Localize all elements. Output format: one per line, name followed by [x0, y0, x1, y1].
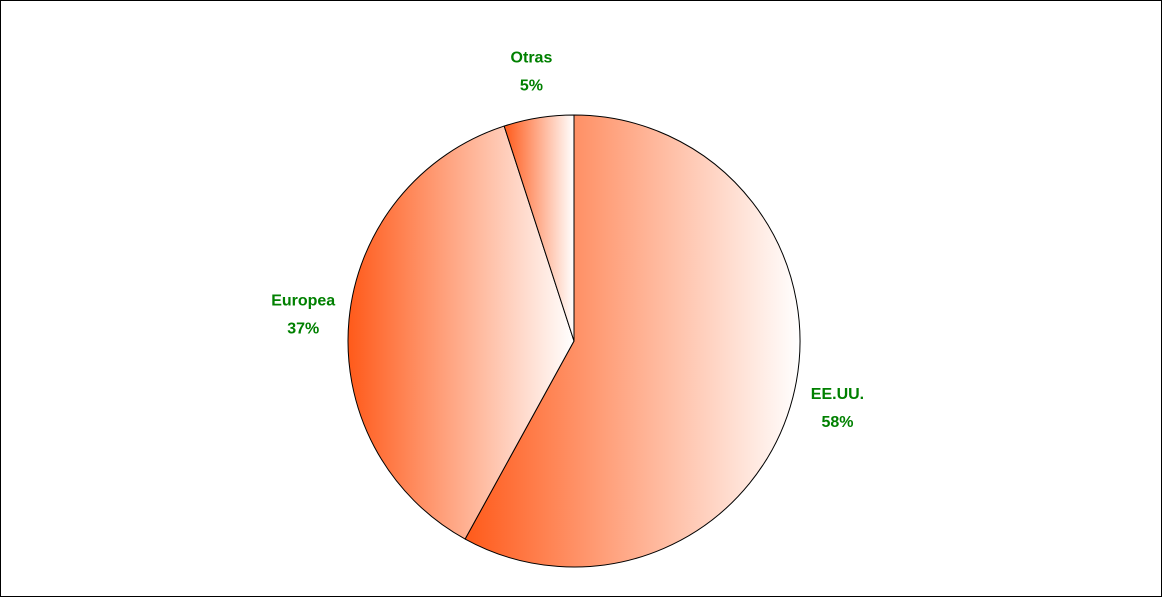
slice-value-label: 37% [287, 321, 319, 338]
pie-slice [503, 114, 575, 342]
slice-value-label: 58% [821, 414, 853, 431]
pie-slice [464, 114, 801, 568]
slice-value-label: 5% [520, 78, 543, 95]
slice-label: Europea [271, 293, 335, 310]
slice-label: Otras [511, 50, 553, 67]
slice-label: EE.UU. [811, 386, 864, 403]
pie-slice [347, 125, 575, 540]
